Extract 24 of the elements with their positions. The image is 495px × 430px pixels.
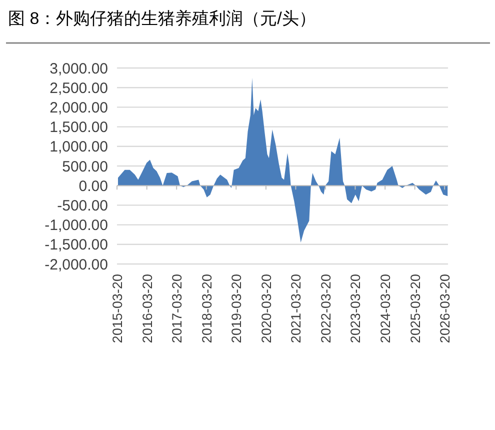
x-tick-label: 2024-03-20 [378, 274, 394, 344]
y-tick-label: 1,000.00 [50, 138, 108, 156]
x-tick-label: 2026-03-20 [438, 274, 453, 344]
x-tick-label: 2023-03-20 [348, 274, 364, 344]
y-tick-label: 500.00 [62, 158, 108, 176]
x-tick-label: 2025-03-20 [408, 274, 423, 344]
x-tick-label: 2018-03-20 [199, 274, 214, 344]
y-tick-label: -1,500.00 [44, 236, 108, 254]
x-tick-label: 2019-03-20 [229, 274, 244, 344]
y-tick-label: 2,000.00 [50, 99, 108, 116]
x-tick-label: 2015-03-20 [110, 274, 125, 344]
chart-title: 图 8：外购仔猪的生猪养殖利润（元/头） [8, 9, 316, 28]
y-tick-label: 0.00 [78, 178, 108, 195]
y-tick-label: 1,500.00 [50, 119, 108, 136]
y-tick-label: 3,000.00 [50, 60, 108, 78]
x-tick-label: 2017-03-20 [170, 274, 185, 344]
x-tick-label: 2021-03-20 [288, 274, 304, 344]
y-tick-label: -500.00 [57, 197, 108, 214]
x-tick-label: 2020-03-20 [258, 274, 274, 344]
y-tick-label: -1,000.00 [44, 217, 108, 234]
x-tick-label: 2016-03-20 [140, 274, 155, 344]
x-tick-label: 2022-03-20 [318, 274, 334, 344]
y-tick-label: -2,000.00 [44, 256, 108, 274]
y-tick-label: 2,500.00 [50, 80, 108, 97]
